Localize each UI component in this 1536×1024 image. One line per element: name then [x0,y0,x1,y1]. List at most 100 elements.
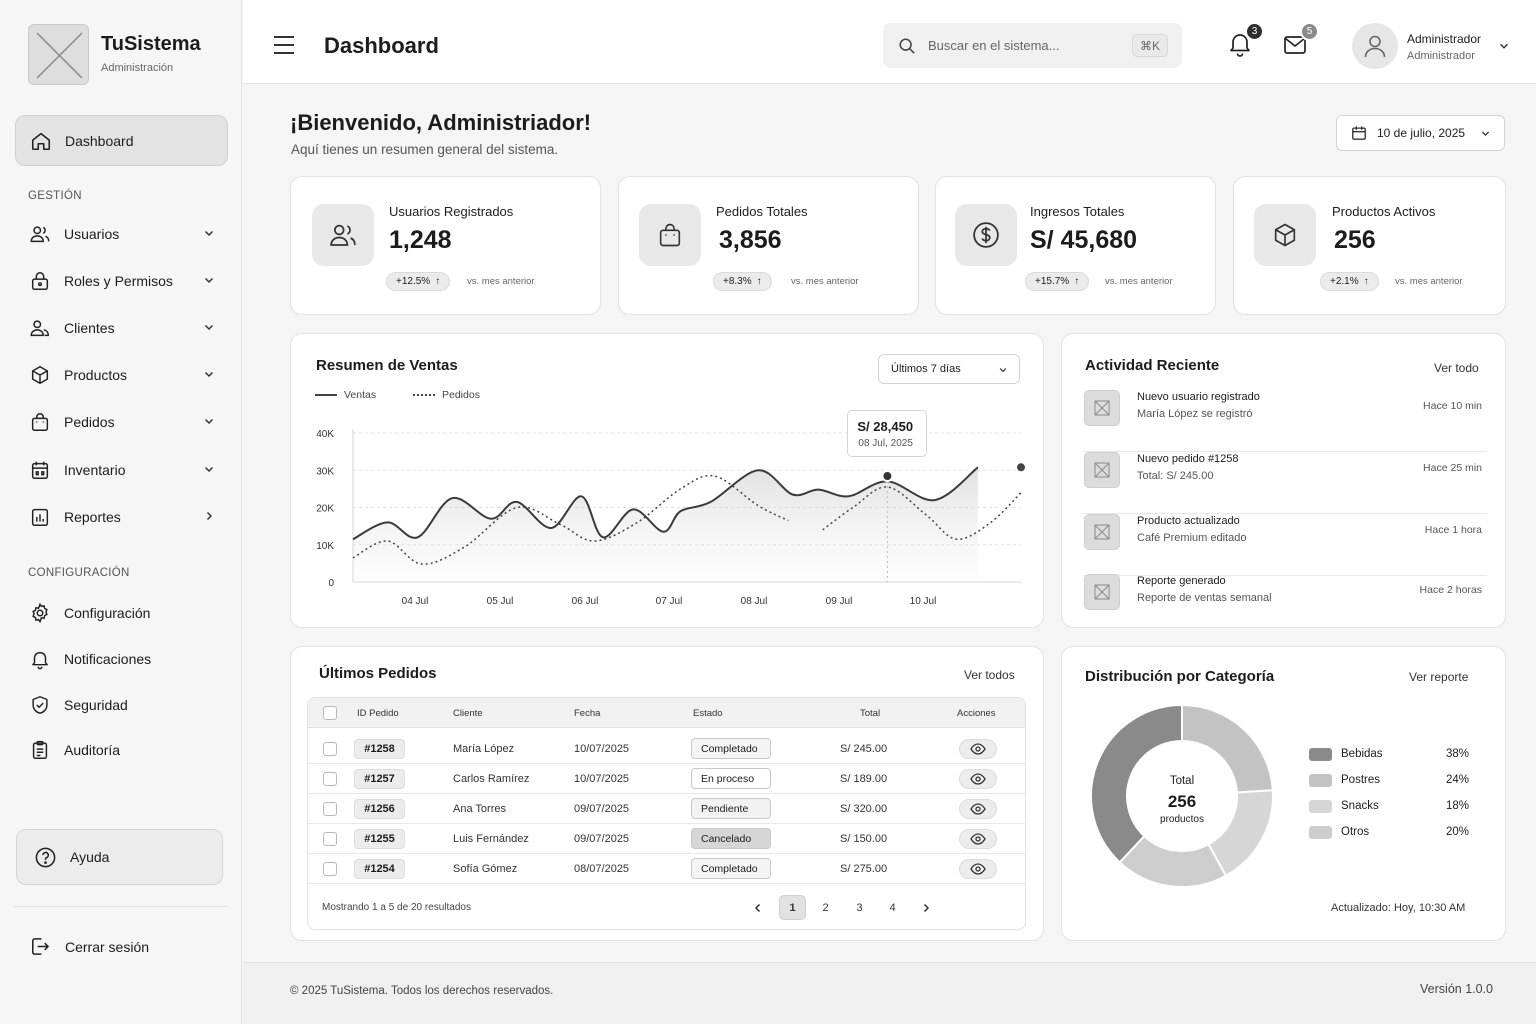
column-header[interactable]: Fecha [574,708,601,719]
donut-slice-bebidas[interactable] [1090,703,1183,864]
stat-change: +2.1% [1330,276,1359,287]
column-header[interactable]: Estado [693,708,723,719]
legend-item-pedidos: Pedidos [413,389,480,401]
view-all-activity-link[interactable]: Ver todo [1434,361,1479,375]
search-shortcut: ⌘K [1131,34,1168,57]
avatar[interactable] [1352,23,1398,69]
legend-swatch [1309,748,1332,761]
sidebar-item-reportes[interactable]: Reportes [15,499,228,535]
chevron-down-icon [202,226,216,240]
messages-button[interactable]: 5 [1283,22,1319,61]
pagination-page[interactable]: 3 [856,901,863,914]
sidebar-item-configuracion[interactable]: Configuración [15,595,228,631]
sidebar-item-pedidos[interactable]: Pedidos [15,404,228,440]
sidebar-item-roles[interactable]: Roles y Permisos [15,263,228,299]
sidebar: TuSistema Administración Dashboard GESTI… [0,0,242,1024]
pagination-page[interactable]: 2 [822,901,829,914]
chevron-right-icon [921,903,931,913]
pagination-next-button[interactable] [912,895,939,920]
sidebar-item-dashboard[interactable]: Dashboard [15,115,228,166]
help-button[interactable]: Ayuda [16,829,223,885]
user-name[interactable]: Administrador [1407,32,1482,46]
column-header[interactable]: Cliente [453,708,483,719]
stat-card-users[interactable]: Usuarios Registrados 1,248 +12.5% ↑ vs. m… [290,176,601,315]
recent-activity-card: Actividad Reciente Ver todo Nuevo usuari… [1061,333,1506,628]
logout-button[interactable]: Cerrar sesión [28,935,149,958]
view-order-button[interactable] [959,739,997,759]
page-title: Dashboard [324,33,439,58]
row-checkbox[interactable] [323,772,337,786]
sidebar-item-inventario[interactable]: Inventario [15,452,228,488]
status-badge: En proceso [691,768,771,789]
row-checkbox[interactable] [323,802,337,816]
category-pct: 24% [1445,774,1469,786]
range-value: Últimos 7 días [891,363,961,375]
activity-item[interactable]: Producto actualizado Café Premium editad… [1083,514,1487,576]
stat-card-products[interactable]: Productos Activos 256 +2.1% ↑ vs. mes ant… [1233,176,1506,315]
stat-change: +12.5% [396,276,431,287]
range-select[interactable]: Últimos 7 días [878,354,1020,384]
sales-line-chart[interactable]: 0 10K 20K 30K 40K 04 Jul 05 Jul 06 Jul 07 Jul 08 … [291,334,1045,629]
image-placeholder-icon [1084,574,1120,610]
view-order-button[interactable] [959,799,997,819]
column-header[interactable]: ID Pedido [357,708,399,719]
sidebar-item-auditoria[interactable]: Auditoría [15,732,228,768]
sidebar-item-productos[interactable]: Productos [15,357,228,393]
view-order-button[interactable] [959,829,997,849]
pagination-prev-button[interactable] [744,895,771,920]
stat-card-orders[interactable]: Pedidos Totales 3,856 +8.3% ↑ vs. mes ant… [618,176,919,315]
view-all-orders-link[interactable]: Ver todos [964,668,1015,682]
user-role: Administrador [1407,50,1475,62]
column-header[interactable]: Total [860,708,881,719]
sidebar-item-seguridad[interactable]: Seguridad [15,687,228,723]
table-row[interactable]: #1255 Luis Fernández 09/07/2025 Cancelad… [308,824,1025,854]
stat-value: 256 [1334,226,1376,254]
sidebar-item-notificaciones[interactable]: Notificaciones [15,641,228,677]
menu-icon[interactable] [273,35,295,55]
row-checkbox[interactable] [323,832,337,846]
dollar-icon [955,204,1017,266]
sidebar-item-usuarios[interactable]: Usuarios [15,216,228,252]
view-order-button[interactable] [959,859,997,879]
activity-item[interactable]: Nuevo pedido #1258 Total: S/ 245.00 Hace… [1083,452,1487,514]
search-input[interactable] [928,38,1118,53]
clipboard-icon [29,739,51,761]
row-checkbox[interactable] [323,862,337,876]
activity-title: Actividad Reciente [1085,357,1220,374]
chevron-down-icon[interactable] [1498,40,1510,52]
divider [1083,575,1487,576]
sidebar-item-label: Reportes [64,509,121,525]
eye-icon [970,803,986,815]
pagination-page[interactable]: 4 [889,901,896,914]
table-row[interactable]: #1258 María López 10/07/2025 Completado … [308,734,1025,764]
pagination-page[interactable]: 1 [779,895,806,920]
donut-chart[interactable] [1082,696,1282,896]
activity-item[interactable]: Reporte generado Reporte de ventas seman… [1083,574,1487,614]
activity-time: Hace 10 min [1423,400,1482,412]
notifications-button[interactable]: 3 [1228,22,1264,62]
sidebar-item-label: Dashboard [65,132,134,149]
help-icon [34,846,57,869]
select-all-checkbox[interactable] [323,706,337,720]
table-row[interactable]: #1256 Ana Torres 09/07/2025 Pendiente S/… [308,794,1025,824]
date-picker[interactable]: 10 de julio, 2025 [1336,115,1505,151]
stat-label: Productos Activos [1332,204,1436,219]
sidebar-item-clientes[interactable]: Clientes [15,310,228,346]
table-row[interactable]: #1257 Carlos Ramírez 10/07/2025 En proce… [308,764,1025,794]
search-bar[interactable]: ⌘K [883,23,1182,68]
view-report-link[interactable]: Ver reporte [1409,670,1469,684]
view-order-button[interactable] [959,769,997,789]
logo-placeholder[interactable] [28,24,89,85]
stat-card-revenue[interactable]: Ingresos Totales S/ 45,680 +15.7% ↑ vs. m… [935,176,1216,315]
stat-change-badge: +8.3% ↑ [713,272,772,291]
category-name: Otros [1341,826,1370,838]
row-checkbox[interactable] [323,742,337,756]
activity-desc: María López se registró [1137,408,1253,420]
series-line-pedidos [822,486,1022,540]
status-badge: Completado [691,738,771,759]
order-date: 09/07/2025 [574,833,630,845]
activity-item[interactable]: Nuevo usuario registrado María López se … [1083,390,1487,452]
top-header: Dashboard ⌘K 3 5 Administrador Administr… [243,0,1536,84]
table-row[interactable]: #1254 Sofía Gómez 08/07/2025 Completado … [308,854,1025,884]
help-label: Ayuda [70,849,110,865]
